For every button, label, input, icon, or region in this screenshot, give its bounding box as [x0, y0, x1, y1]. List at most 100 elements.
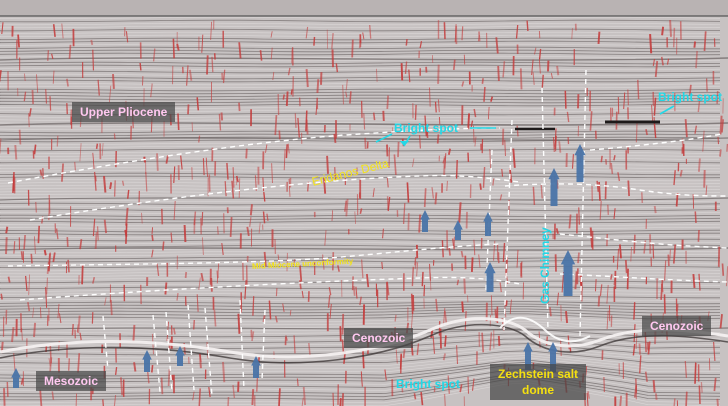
chimney-mark [52, 252, 56, 263]
chimney-mark [719, 149, 722, 157]
chimney-mark [202, 158, 205, 176]
chimney-mark [328, 287, 332, 296]
chimney-mark [205, 157, 208, 177]
chimney-mark [443, 393, 446, 406]
chimney-mark [305, 69, 309, 88]
seismic-reflector [0, 46, 720, 50]
chimney-mark [649, 34, 653, 54]
chimney-mark [55, 228, 59, 240]
chimney-mark [50, 53, 54, 60]
seismic-reflector [0, 292, 721, 296]
seismic-reflector [0, 193, 721, 197]
arrow-up-icon [420, 210, 430, 232]
seismic-reflector [0, 88, 721, 92]
chimney-mark [258, 222, 261, 234]
seismic-reflector [0, 265, 721, 269]
seismic-reflector [0, 208, 721, 212]
seismic-reflector [0, 19, 721, 23]
chimney-mark [79, 143, 82, 162]
chimney-mark [265, 144, 268, 153]
strong-reflector [0, 137, 728, 141]
seismic-reflector [0, 199, 721, 203]
chimney-mark [693, 41, 697, 48]
chimney-mark [296, 378, 299, 387]
chimney-mark [297, 117, 300, 138]
chimney-mark [410, 293, 414, 314]
chimney-mark [700, 382, 703, 393]
chimney-mark [654, 393, 658, 401]
arrow-up-icon [11, 368, 21, 388]
chimney-mark [74, 161, 76, 171]
chimney-mark [624, 260, 628, 274]
chimney-mark [540, 184, 543, 199]
seismic-reflector [0, 205, 721, 209]
chimney-mark [141, 212, 143, 224]
chimney-mark [108, 85, 112, 103]
chimney-mark [721, 119, 724, 133]
chimney-mark [393, 154, 397, 175]
chimney-mark [685, 391, 688, 406]
chimney-mark [221, 72, 224, 80]
cenozoic-label-right: Cenozoic [642, 316, 712, 336]
chimney-mark [673, 170, 676, 186]
chimney-mark [405, 39, 408, 46]
chimney-mark [151, 249, 154, 258]
seismic-reflector [0, 70, 721, 74]
chimney-mark [7, 276, 11, 283]
chimney-mark [150, 83, 153, 98]
chimney-mark [43, 249, 47, 256]
chimney-mark [638, 343, 642, 355]
chimney-mark [222, 69, 226, 84]
chimney-mark [549, 307, 552, 317]
chimney-mark [654, 60, 659, 78]
chimney-mark [217, 226, 219, 235]
chimney-mark [651, 104, 654, 123]
chimney-mark [428, 263, 431, 281]
chimney-mark [578, 207, 581, 225]
chimney-mark [360, 259, 364, 278]
chimney-mark [414, 261, 417, 269]
chimney-mark [285, 335, 288, 341]
chimney-mark [404, 61, 408, 74]
chimney-mark [506, 276, 509, 285]
chimney-mark [39, 307, 42, 319]
chimney-mark [360, 371, 363, 387]
chimney-mark [210, 21, 212, 40]
chimney-mark [345, 198, 349, 217]
seismic-reflector [0, 67, 721, 71]
chimney-mark [23, 234, 26, 250]
chimney-mark [526, 20, 529, 32]
chimney-mark [481, 332, 485, 353]
chimney-mark [478, 254, 481, 268]
chimney-mark [600, 155, 603, 163]
chimney-mark [669, 19, 672, 37]
chimney-mark [458, 202, 462, 223]
chimney-mark [327, 294, 331, 308]
chimney-mark [587, 391, 590, 399]
fault-line [165, 311, 173, 393]
seismic-reflector [0, 271, 721, 275]
chimney-mark [675, 303, 679, 319]
chimney-mark [151, 234, 154, 242]
chimney-mark [653, 205, 657, 214]
horizon-line [504, 183, 728, 197]
chimney-mark [342, 84, 345, 105]
chimney-mark [278, 130, 281, 140]
zechstein-label-line2: dome [522, 383, 555, 397]
chimney-mark [1, 22, 4, 35]
chimney-mark [519, 68, 523, 90]
chimney-mark [626, 268, 629, 290]
chimney-mark [386, 177, 389, 188]
fault-line [204, 307, 213, 397]
chimney-mark [200, 272, 204, 282]
chimney-mark [58, 313, 62, 324]
chimney-mark [301, 290, 304, 299]
chimney-mark [299, 265, 303, 282]
chimney-mark [456, 279, 460, 286]
chimney-mark [47, 253, 51, 272]
horizon-line [29, 174, 521, 221]
chimney-mark [290, 89, 293, 95]
chimney-mark [331, 210, 334, 222]
chimney-mark [349, 91, 352, 104]
chimney-mark [125, 207, 129, 226]
